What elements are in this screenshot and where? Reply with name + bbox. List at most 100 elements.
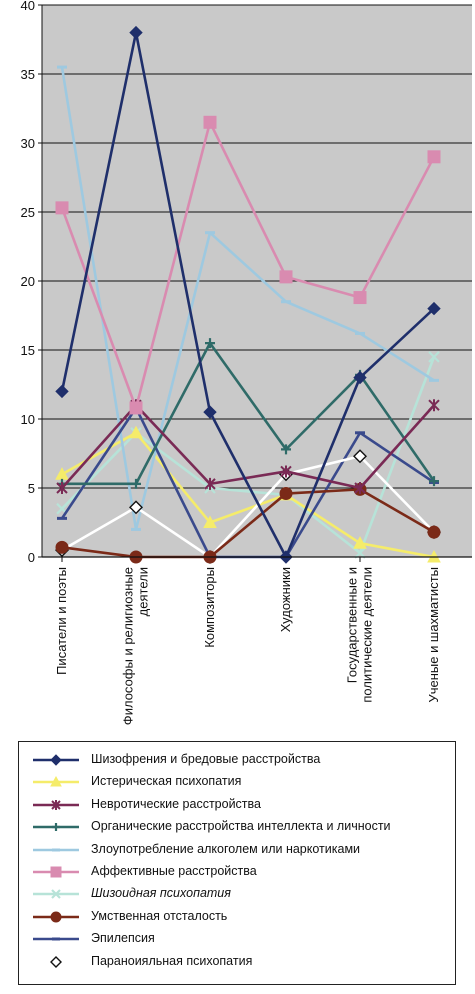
series-line bbox=[61, 403, 435, 490]
legend-item: Аффективные расстройства bbox=[29, 862, 449, 882]
y-tick-label: 35 bbox=[21, 67, 35, 82]
legend: Шизофрения и бредовые расстройства Истери… bbox=[18, 741, 456, 985]
legend-swatch bbox=[33, 754, 79, 766]
y-tick-label: 20 bbox=[21, 274, 35, 289]
series-line bbox=[61, 454, 435, 559]
x-tick-label-line: Государственные и bbox=[345, 567, 360, 683]
data-point bbox=[129, 401, 143, 415]
x-tick-label-line: Ученые и шахматисты bbox=[426, 567, 441, 703]
legend-label: Параноияльная психопатия bbox=[91, 953, 253, 968]
y-tick-label: 40 bbox=[21, 0, 35, 13]
legend-swatch bbox=[33, 911, 79, 923]
x-tick-label: Композиторы bbox=[202, 567, 217, 648]
data-point bbox=[281, 444, 291, 455]
legend-swatch bbox=[33, 848, 79, 852]
data-point bbox=[55, 540, 69, 554]
series-line bbox=[62, 341, 436, 486]
legend-swatch bbox=[33, 776, 79, 787]
y-tick-label: 5 bbox=[28, 481, 35, 496]
data-point bbox=[353, 536, 367, 549]
x-tick-label-line: деятели bbox=[136, 567, 151, 616]
legend-item: Эпилепсия bbox=[29, 929, 449, 949]
series-line bbox=[61, 488, 435, 559]
legend-marker bbox=[52, 823, 60, 832]
legend-label: Аффективные расстройства bbox=[91, 864, 257, 878]
data-point bbox=[55, 384, 69, 399]
x-tick-label: Философы и религиозные деятели bbox=[121, 567, 151, 725]
y-tick-label: 15 bbox=[21, 343, 35, 358]
legend-label: Шизофрения и бредовые расстройства bbox=[91, 752, 321, 766]
series-4 bbox=[57, 65, 439, 531]
legend-label: Эпилепсия bbox=[91, 931, 155, 946]
series-5 bbox=[55, 115, 441, 415]
legend-marker bbox=[50, 955, 62, 968]
data-point bbox=[279, 487, 293, 501]
data-point bbox=[55, 201, 69, 215]
data-point bbox=[56, 482, 68, 494]
legend-marker bbox=[51, 799, 61, 810]
x-tick-label: Художники bbox=[278, 567, 293, 632]
legend-swatch bbox=[33, 889, 79, 900]
data-point bbox=[427, 150, 441, 164]
data-point bbox=[203, 515, 217, 528]
legend-item: Шизоидная психопатия bbox=[29, 884, 449, 904]
legend-label: Истерическая психопатия bbox=[91, 774, 242, 789]
legend-swatch bbox=[33, 823, 79, 832]
series-line bbox=[60, 121, 436, 410]
legend-item: Органические расстройства интеллекта и л… bbox=[29, 817, 449, 837]
series-line bbox=[60, 66, 435, 531]
x-tick-label-line: политические деятели bbox=[360, 567, 375, 703]
legend-item: Шизофрения и бредовые расстройства bbox=[29, 750, 449, 770]
data-point bbox=[353, 370, 367, 385]
legend-item: Истерическая психопатия bbox=[29, 772, 449, 792]
x-tick-label: Государственные и политические деятели bbox=[345, 567, 375, 703]
data-point bbox=[279, 270, 293, 284]
y-axis-ticks: 0 5 10 15 20 25 30 35 40 bbox=[21, 0, 42, 565]
legend-item: Умственная отсталость bbox=[29, 907, 449, 927]
data-point bbox=[203, 115, 217, 129]
data-point bbox=[428, 351, 440, 363]
y-tick-label: 25 bbox=[21, 205, 35, 220]
y-tick-label: 30 bbox=[21, 136, 35, 151]
y-tick-label: 0 bbox=[28, 550, 35, 565]
legend-label: Шизоидная психопатия bbox=[91, 886, 231, 901]
data-point bbox=[205, 338, 215, 349]
legend-label: Органические расстройства интеллекта и л… bbox=[91, 819, 391, 834]
data-point bbox=[353, 291, 367, 305]
x-tick-label: Писатели и поэты bbox=[54, 567, 69, 675]
data-point bbox=[428, 399, 440, 412]
y-tick-label: 10 bbox=[21, 412, 35, 427]
legend-swatch bbox=[33, 799, 79, 810]
legend-marker bbox=[50, 776, 62, 787]
legend-swatch bbox=[33, 866, 79, 878]
line-chart: 0 5 10 15 20 25 30 35 40 Писатели и поэты Философ… bbox=[21, 0, 472, 725]
data-point bbox=[203, 405, 217, 419]
legend-item: Параноияльная психопатия bbox=[29, 952, 449, 972]
data-point bbox=[129, 25, 143, 40]
data-point bbox=[353, 449, 367, 464]
x-tick-label: Ученые и шахматисты bbox=[426, 567, 441, 703]
legend-label: Невротические расстройства bbox=[91, 796, 261, 811]
legend-marker bbox=[50, 911, 62, 923]
data-point bbox=[129, 425, 143, 439]
data-point bbox=[427, 525, 441, 539]
legend-swatch bbox=[33, 937, 79, 941]
legend-label: Злоупотребление алкоголем или наркотикам… bbox=[91, 841, 361, 856]
series-0 bbox=[55, 25, 441, 564]
x-tick-label-line: Композиторы bbox=[202, 567, 217, 648]
legend-marker bbox=[50, 866, 62, 878]
series-line bbox=[60, 31, 435, 559]
data-point bbox=[280, 465, 292, 478]
legend-marker bbox=[51, 889, 61, 900]
x-tick-label-line: Философы и религиозные bbox=[121, 567, 136, 725]
data-point bbox=[354, 547, 366, 559]
data-point bbox=[354, 482, 366, 494]
x-tick-label-line: Художники bbox=[278, 567, 293, 632]
legend-marker bbox=[50, 754, 62, 766]
data-point bbox=[429, 476, 439, 487]
data-point bbox=[204, 477, 216, 490]
data-point bbox=[129, 500, 143, 515]
data-point bbox=[131, 478, 141, 489]
legend-label: Умственная отсталость bbox=[91, 908, 228, 923]
data-point bbox=[427, 301, 441, 316]
